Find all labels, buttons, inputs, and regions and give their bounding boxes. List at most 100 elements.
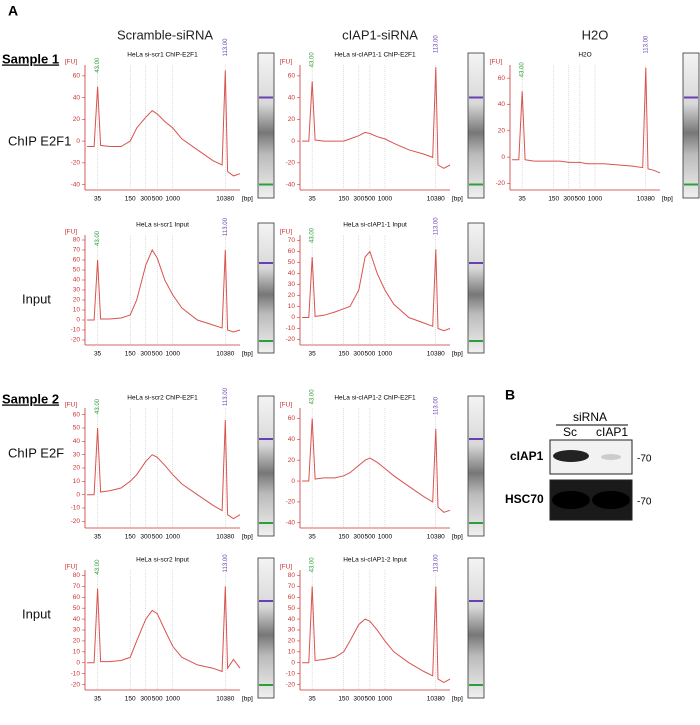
y-tick-label: 20	[73, 116, 81, 123]
y-axis-label: [FU]	[65, 564, 77, 571]
gel-band	[469, 600, 483, 602]
y-tick-label: 60	[73, 257, 81, 264]
x-tick-label: 10380	[427, 696, 445, 703]
y-tick-label: -20	[71, 518, 81, 525]
x-tick-label: 300	[353, 196, 364, 203]
chart-title: HeLa si-scr2 ChIP-E2F1	[127, 395, 198, 402]
y-tick-label: 10	[73, 478, 81, 485]
x-axis-label: [bp]	[662, 196, 673, 203]
peak-label: 113.00	[223, 38, 229, 57]
gel-band	[469, 262, 483, 264]
peak-label: 113.00	[433, 217, 439, 236]
trace	[302, 249, 451, 332]
peak-label: 113.00	[433, 35, 439, 54]
x-tick-label: 300	[140, 351, 151, 358]
x-tick-label: 1000	[166, 196, 181, 203]
y-tick-label: 40	[73, 616, 81, 623]
x-tick-label: 500	[152, 351, 163, 358]
y-axis-label: [FU]	[65, 59, 77, 66]
x-tick-label: 150	[125, 534, 136, 541]
chart-title: H2O	[578, 52, 591, 59]
y-tick-label: 20	[73, 465, 81, 472]
y-axis-label: [FU]	[280, 229, 292, 236]
x-axis-label: [bp]	[452, 696, 463, 703]
gel-band	[469, 684, 483, 686]
y-tick-label: -10	[71, 505, 81, 512]
y-tick-label: -10	[286, 325, 296, 332]
y-tick-label: 80	[288, 572, 296, 579]
x-tick-label: 300	[140, 196, 151, 203]
x-tick-label: 150	[338, 196, 349, 203]
y-tick-label: 20	[288, 116, 296, 123]
column-header: H2O	[582, 27, 609, 42]
trace	[512, 67, 661, 174]
y-tick-label: -20	[286, 160, 296, 167]
peak-label: 43.00	[310, 389, 316, 405]
x-axis-label: [bp]	[452, 196, 463, 203]
y-tick-label: 20	[73, 638, 81, 645]
peak-label: 113.00	[643, 35, 649, 54]
x-tick-label: 10380	[427, 351, 445, 358]
x-tick-label: 35	[94, 534, 102, 541]
x-tick-label: 150	[125, 196, 136, 203]
band	[592, 491, 630, 509]
x-tick-label: 1000	[378, 696, 393, 703]
marker-label: -70	[637, 454, 652, 465]
y-tick-label: 30	[288, 627, 296, 634]
y-tick-label: -20	[71, 681, 81, 688]
y-tick-label: -20	[496, 180, 506, 187]
y-tick-label: 40	[288, 270, 296, 277]
x-tick-label: 300	[353, 696, 364, 703]
gel-band	[259, 262, 273, 264]
y-tick-label: 40	[288, 94, 296, 101]
x-tick-label: 10380	[637, 196, 655, 203]
marker-label: -70	[637, 497, 652, 508]
peak-label: 43.00	[95, 230, 101, 246]
gel-lane	[467, 222, 485, 354]
y-tick-label: 30	[288, 281, 296, 288]
x-axis-label: [bp]	[242, 351, 253, 358]
gel-band	[259, 340, 273, 342]
y-tick-label: 40	[73, 438, 81, 445]
gel-lane	[257, 222, 275, 354]
x-axis-label: [bp]	[242, 196, 253, 203]
x-tick-label: 500	[152, 196, 163, 203]
x-tick-label: 10380	[216, 351, 234, 358]
x-tick-label: 150	[338, 351, 349, 358]
x-tick-label: 500	[364, 534, 375, 541]
x-tick-label: 1000	[166, 351, 181, 358]
band	[601, 454, 621, 460]
column-header: Scramble-siRNA	[117, 27, 213, 42]
x-tick-label: 35	[519, 196, 527, 203]
row-label: Input	[22, 606, 51, 621]
x-tick-label: 1000	[378, 196, 393, 203]
y-axis-label: [FU]	[65, 229, 77, 236]
row-label: Sample 2	[2, 391, 59, 406]
x-tick-label: 35	[309, 196, 317, 203]
gel-lane	[257, 557, 275, 699]
x-tick-label: 1000	[166, 534, 181, 541]
x-tick-label: 1000	[588, 196, 603, 203]
protein-label: HSC70	[505, 492, 544, 506]
peak-label: 113.00	[433, 554, 439, 573]
gel-band	[684, 96, 698, 99]
y-tick-label: -20	[286, 499, 296, 506]
x-tick-label: 10380	[216, 534, 234, 541]
y-tick-label: 40	[73, 94, 81, 101]
x-tick-label: 10380	[427, 534, 445, 541]
peak-label: 113.00	[433, 396, 439, 415]
y-tick-label: 10	[73, 649, 81, 656]
gel-lane	[467, 395, 485, 537]
y-tick-label: 20	[73, 297, 81, 304]
y-tick-label: 40	[288, 436, 296, 443]
y-tick-label: -40	[286, 181, 296, 188]
trace	[302, 586, 451, 683]
y-tick-label: 70	[288, 583, 296, 590]
x-tick-label: 35	[94, 696, 102, 703]
y-tick-label: 60	[288, 73, 296, 80]
gel-band	[469, 96, 483, 99]
x-tick-label: 500	[364, 351, 375, 358]
x-axis-label: [bp]	[242, 534, 253, 541]
y-tick-label: 30	[73, 627, 81, 634]
